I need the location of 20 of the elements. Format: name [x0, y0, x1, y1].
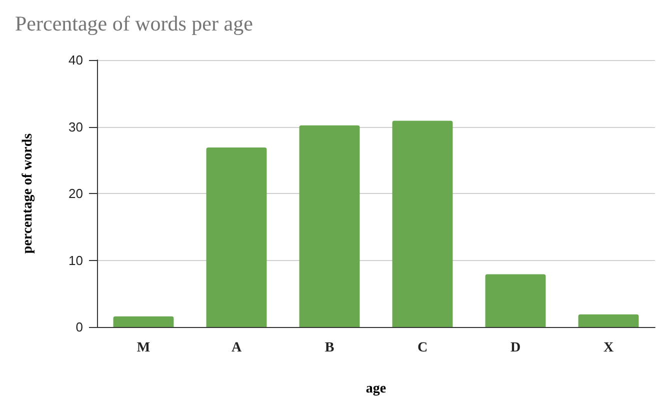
y-axis-title: percentage of words — [20, 132, 36, 254]
bar — [485, 274, 546, 327]
x-tick-label: A — [231, 340, 242, 356]
x-tick-label: B — [324, 340, 334, 356]
bar — [299, 125, 360, 327]
bar — [392, 120, 453, 327]
x-tick-label: D — [510, 340, 521, 356]
x-tick-label: M — [136, 340, 150, 356]
y-tick-label: 0 — [76, 320, 83, 334]
x-axis-title: age — [366, 382, 386, 396]
y-tick-label: 10 — [68, 252, 83, 268]
bar — [113, 316, 174, 327]
x-tick-label: X — [603, 340, 614, 356]
x-tick-label: C — [417, 340, 428, 356]
y-tick-label: 30 — [68, 119, 83, 134]
y-tick-label: 20 — [68, 186, 83, 201]
y-tick-label: 40 — [68, 52, 83, 68]
bar — [578, 314, 639, 327]
chart-title: Percentage of words per age — [15, 12, 253, 36]
bar — [206, 147, 267, 327]
